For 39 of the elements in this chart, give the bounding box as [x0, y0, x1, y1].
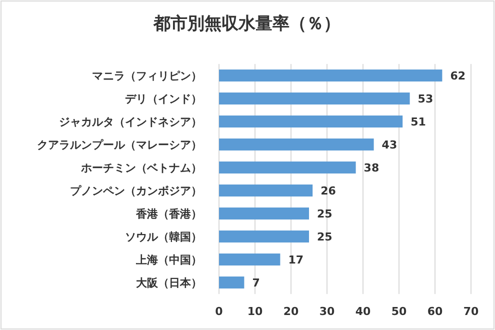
chart-title: 都市別無収水量率（％）: [152, 14, 340, 34]
data-label: 53: [418, 92, 434, 106]
data-label: 25: [317, 208, 332, 220]
x-tick-label: 20: [283, 305, 299, 318]
x-tick-label: 0: [215, 305, 224, 318]
x-tick-label: 60: [427, 305, 443, 318]
bar: [219, 184, 313, 196]
x-tick-label: 40: [355, 305, 371, 318]
data-label: 7: [252, 276, 260, 290]
bar: [219, 162, 356, 174]
data-label: 25: [317, 230, 332, 244]
bar: [219, 208, 309, 220]
y-tick-label: デリ（インド）: [125, 92, 202, 106]
bar: [219, 276, 244, 288]
y-tick-label: マニラ（フィリピン）: [92, 70, 202, 82]
bar: [219, 254, 280, 266]
data-label: 26: [320, 184, 336, 198]
data-label: 17: [288, 254, 304, 266]
y-tick-label: ソウル（韓国）: [125, 230, 202, 244]
x-tick-label: 10: [247, 305, 263, 318]
bar: [219, 116, 403, 128]
data-label: 38: [364, 162, 380, 174]
y-tick-label: ジャカルタ（インドネシア）: [59, 116, 202, 128]
bar: [219, 70, 442, 82]
x-tick-label: 30: [319, 305, 335, 318]
bar: [219, 230, 309, 242]
data-label: 62: [450, 70, 466, 82]
x-tick-label: 50: [391, 305, 407, 318]
data-label: 43: [382, 138, 398, 152]
y-tick-label: 大阪（日本）: [136, 276, 202, 290]
y-tick-label: 上海（中国）: [135, 254, 202, 266]
y-tick-label: 香港（香港）: [135, 208, 202, 220]
bar: [219, 92, 410, 104]
y-tick-label: ホーチミン（ベトナム）: [80, 162, 202, 174]
data-label: 51: [410, 116, 426, 128]
x-tick-label: 70: [463, 305, 479, 318]
bar: [219, 138, 374, 150]
y-tick-label: プノンペン（カンボジア）: [70, 184, 202, 198]
y-tick-label: クアラルンプール（マレーシア）: [37, 138, 202, 152]
